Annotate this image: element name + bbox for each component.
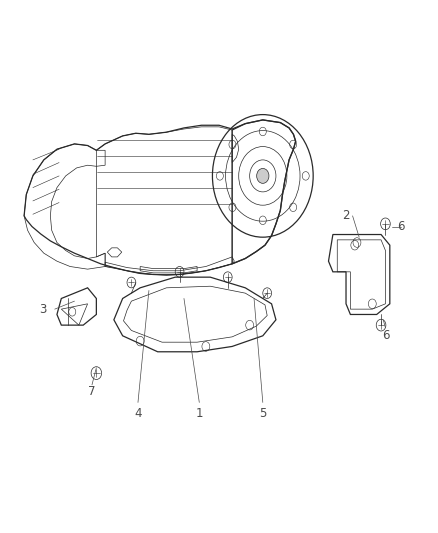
Text: 6: 6	[381, 329, 389, 342]
Text: 4: 4	[134, 407, 142, 419]
Text: 2: 2	[342, 209, 350, 222]
Text: 6: 6	[397, 220, 405, 233]
Circle shape	[257, 168, 269, 183]
Text: 1: 1	[195, 407, 203, 419]
Text: 5: 5	[259, 407, 266, 419]
Text: 7: 7	[88, 385, 96, 398]
Text: 3: 3	[39, 303, 46, 316]
